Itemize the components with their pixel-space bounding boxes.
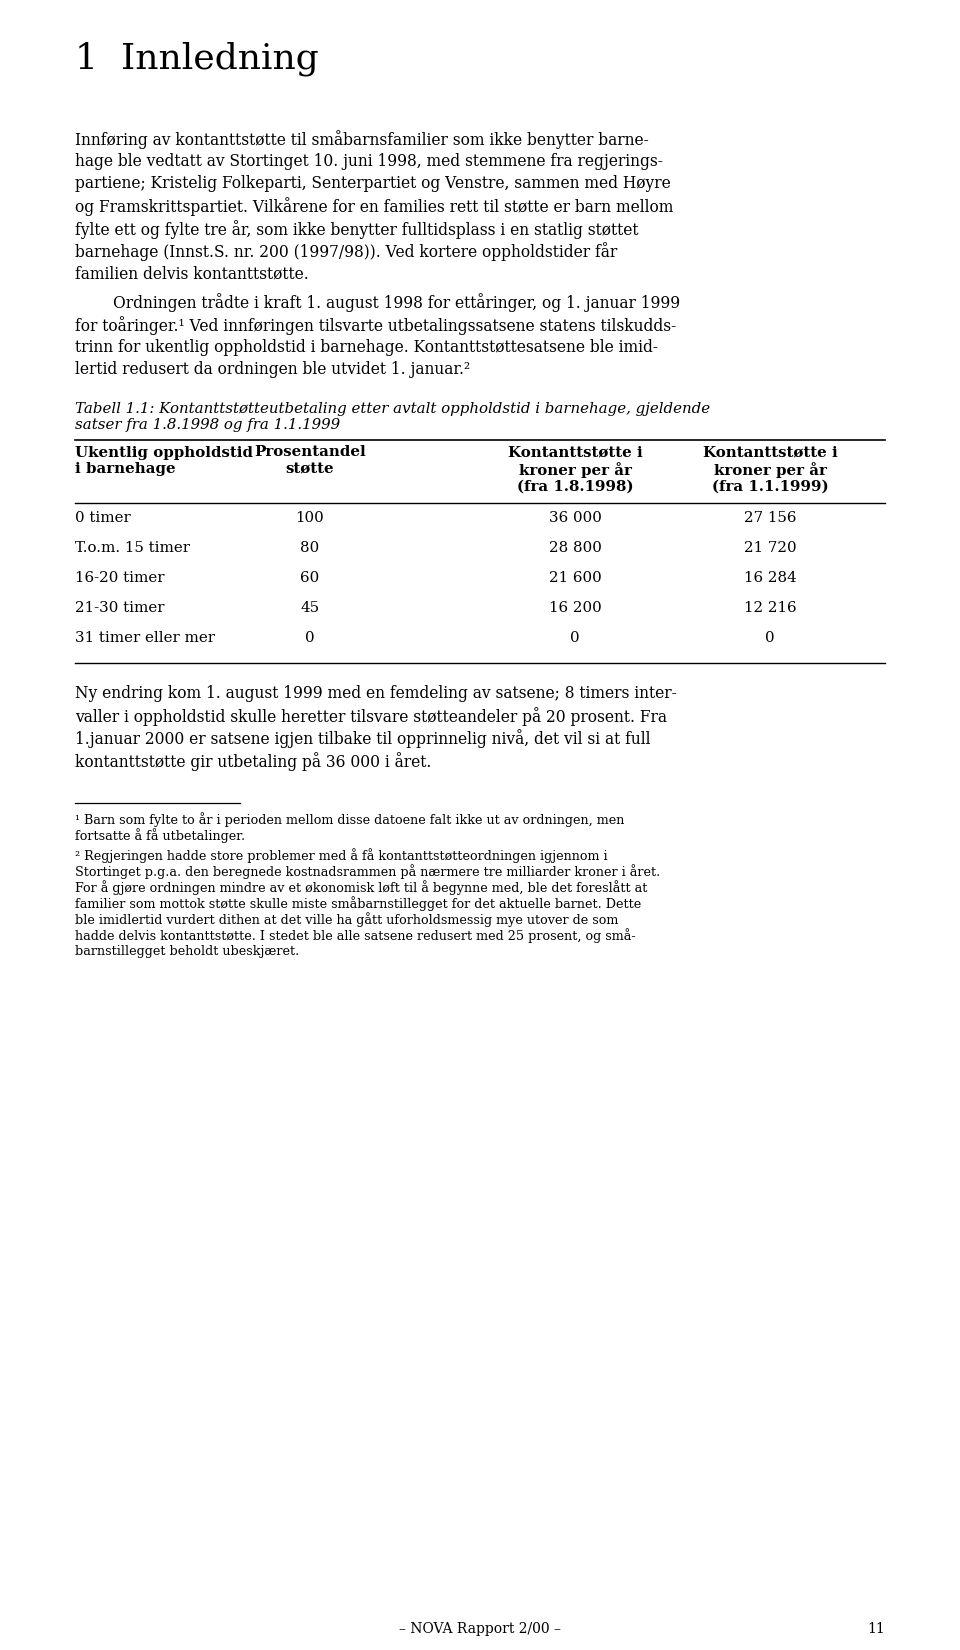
Text: trinn for ukentlig oppholdstid i barnehage. Kontanttstøttesatsene ble imid-: trinn for ukentlig oppholdstid i barneha… [75, 338, 658, 355]
Text: 1.januar 2000 er satsene igjen tilbake til opprinnelig nivå, det vil si at full: 1.januar 2000 er satsene igjen tilbake t… [75, 729, 651, 749]
Text: hadde delvis kontanttstøtte. I stedet ble alle satsene redusert med 25 prosent, : hadde delvis kontanttstøtte. I stedet bl… [75, 929, 636, 944]
Text: 12 216: 12 216 [744, 601, 796, 614]
Text: 16 200: 16 200 [548, 601, 601, 614]
Text: Kontanttstøtte i: Kontanttstøtte i [703, 446, 837, 459]
Text: 1  Innledning: 1 Innledning [75, 41, 319, 76]
Text: og Framskrittspartiet. Vilkårene for en families rett til støtte er barn mellom: og Framskrittspartiet. Vilkårene for en … [75, 198, 673, 216]
Text: Tabell 1.1: Kontanttstøtteutbetaling etter avtalt oppholdstid i barnehage, gjeld: Tabell 1.1: Kontanttstøtteutbetaling ett… [75, 401, 710, 416]
Text: kontanttstøtte gir utbetaling på 36 000 i året.: kontanttstøtte gir utbetaling på 36 000 … [75, 752, 431, 771]
Text: 16-20 timer: 16-20 timer [75, 571, 164, 584]
Text: familien delvis kontanttstøtte.: familien delvis kontanttstøtte. [75, 266, 309, 282]
Text: ² Regjeringen hadde store problemer med å få kontanttstøtteordningen igjennom i: ² Regjeringen hadde store problemer med … [75, 848, 608, 863]
Text: 16 284: 16 284 [744, 571, 797, 584]
Text: 0: 0 [570, 630, 580, 645]
Text: 45: 45 [300, 601, 320, 614]
Text: kroner per år: kroner per år [518, 462, 632, 478]
Text: Ukentlig oppholdstid: Ukentlig oppholdstid [75, 446, 253, 459]
Text: – NOVA Rapport 2/00 –: – NOVA Rapport 2/00 – [399, 1622, 561, 1637]
Text: 36 000: 36 000 [548, 510, 601, 525]
Text: 31 timer eller mer: 31 timer eller mer [75, 630, 215, 645]
Text: Stortinget p.g.a. den beregnede kostnadsrammen på nærmere tre milliarder kroner : Stortinget p.g.a. den beregnede kostnads… [75, 865, 660, 879]
Text: Kontanttstøtte i: Kontanttstøtte i [508, 446, 642, 459]
Text: støtte: støtte [286, 462, 334, 477]
Text: 27 156: 27 156 [744, 510, 796, 525]
Text: 60: 60 [300, 571, 320, 584]
Text: Ordningen trådte i kraft 1. august 1998 for ettåringer, og 1. januar 1999: Ordningen trådte i kraft 1. august 1998 … [113, 294, 680, 312]
Text: 21-30 timer: 21-30 timer [75, 601, 164, 614]
Text: valler i oppholdstid skulle heretter tilsvare støtteandeler på 20 prosent. Fra: valler i oppholdstid skulle heretter til… [75, 706, 667, 726]
Text: 0 timer: 0 timer [75, 510, 131, 525]
Text: T.o.m. 15 timer: T.o.m. 15 timer [75, 541, 190, 554]
Text: ¹ Barn som fylte to år i perioden mellom disse datoene falt ikke ut av ordningen: ¹ Barn som fylte to år i perioden mellom… [75, 812, 624, 827]
Text: satser fra 1.8.1998 og fra 1.1.1999: satser fra 1.8.1998 og fra 1.1.1999 [75, 419, 340, 432]
Text: fortsatte å få utbetalinger.: fortsatte å få utbetalinger. [75, 828, 245, 843]
Text: i barnehage: i barnehage [75, 462, 176, 477]
Text: barnehage (Innst.S. nr. 200 (1997/98)). Ved kortere oppholdstider får: barnehage (Innst.S. nr. 200 (1997/98)). … [75, 243, 617, 261]
Text: 100: 100 [296, 510, 324, 525]
Text: Prosentandel: Prosentandel [254, 446, 366, 459]
Text: familier som mottok støtte skulle miste småbarnstillegget for det aktuelle barne: familier som mottok støtte skulle miste … [75, 896, 641, 911]
Text: 21 720: 21 720 [744, 541, 796, 554]
Text: (fra 1.1.1999): (fra 1.1.1999) [711, 480, 828, 493]
Text: Ny endring kom 1. august 1999 med en femdeling av satsene; 8 timers inter-: Ny endring kom 1. august 1999 med en fem… [75, 685, 677, 701]
Text: 21 600: 21 600 [548, 571, 601, 584]
Text: 11: 11 [867, 1622, 885, 1637]
Text: kroner per år: kroner per år [713, 462, 827, 478]
Text: ble imidlertid vurdert dithen at det ville ha gått uforholdsmessig mye utover de: ble imidlertid vurdert dithen at det vil… [75, 912, 618, 927]
Text: lertid redusert da ordningen ble utvidet 1. januar.²: lertid redusert da ordningen ble utvidet… [75, 361, 470, 378]
Text: For å gjøre ordningen mindre av et økonomisk løft til å begynne med, ble det for: For å gjøre ordningen mindre av et økono… [75, 881, 647, 896]
Text: partiene; Kristelig Folkeparti, Senterpartiet og Venstre, sammen med Høyre: partiene; Kristelig Folkeparti, Senterpa… [75, 175, 671, 191]
Text: 80: 80 [300, 541, 320, 554]
Text: (fra 1.8.1998): (fra 1.8.1998) [516, 480, 634, 493]
Text: Innføring av kontanttstøtte til småbarnsfamilier som ikke benytter barne-: Innføring av kontanttstøtte til småbarns… [75, 130, 649, 148]
Text: 0: 0 [305, 630, 315, 645]
Text: 28 800: 28 800 [548, 541, 601, 554]
Text: 0: 0 [765, 630, 775, 645]
Text: barnstillegget beholdt ubeskjæret.: barnstillegget beholdt ubeskjæret. [75, 944, 300, 957]
Text: hage ble vedtatt av Stortinget 10. juni 1998, med stemmene fra regjerings-: hage ble vedtatt av Stortinget 10. juni … [75, 152, 662, 170]
Text: fylte ett og fylte tre år, som ikke benytter fulltidsplass i en statlig støttet: fylte ett og fylte tre år, som ikke beny… [75, 219, 638, 239]
Text: for toåringer.¹ Ved innføringen tilsvarte utbetalingssatsene statens tilskudds-: for toåringer.¹ Ved innføringen tilsvart… [75, 317, 676, 335]
